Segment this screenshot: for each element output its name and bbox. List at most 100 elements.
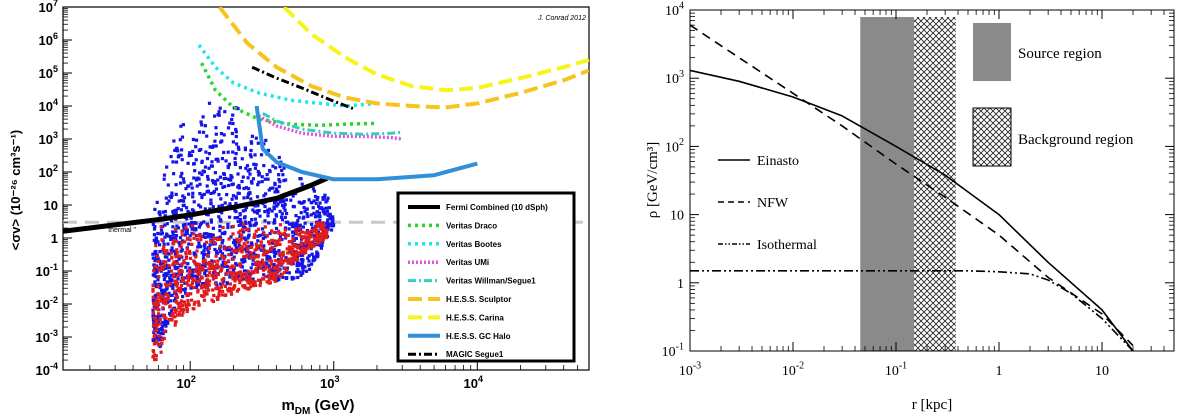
scatter-point	[154, 236, 158, 240]
scatter-point	[168, 234, 173, 239]
series-line-7	[254, 105, 478, 182]
scatter-point	[264, 265, 268, 269]
scatter-point	[242, 186, 246, 191]
scatter-point	[207, 267, 211, 271]
scatter-point	[162, 278, 166, 282]
scatter-point	[152, 353, 157, 357]
scatter-point	[271, 241, 275, 245]
scatter-point	[180, 233, 184, 237]
scatter-point	[154, 285, 158, 289]
scatter-point	[256, 234, 260, 238]
scatter-point	[156, 260, 160, 264]
scatter-point	[277, 155, 281, 160]
scatter-point	[247, 281, 251, 285]
scatter-point	[160, 338, 165, 342]
scatter-point	[151, 289, 155, 293]
scatter-point	[243, 247, 247, 251]
scatter-point	[190, 273, 194, 278]
scatter-point	[219, 268, 223, 272]
scatter-point	[304, 269, 309, 273]
scatter-point	[301, 259, 305, 264]
scatter-point	[177, 153, 181, 158]
scatter-point	[282, 271, 286, 275]
scatter-point	[234, 201, 238, 206]
scatter-point	[179, 254, 183, 258]
scatter-point	[249, 140, 253, 144]
scatter-point	[259, 153, 264, 157]
scatter-point	[250, 218, 254, 222]
scatter-point	[196, 245, 200, 249]
scatter-point	[261, 253, 266, 257]
scatter-point	[280, 204, 285, 208]
scatter-point	[226, 225, 230, 230]
scatter-point	[222, 257, 226, 261]
scatter-point	[153, 225, 157, 229]
scatter-point	[196, 176, 200, 180]
scatter-point	[273, 181, 277, 185]
scatter-point	[186, 262, 190, 266]
scatter-point	[295, 270, 299, 274]
scatter-point	[156, 231, 160, 236]
scatter-point	[178, 181, 183, 185]
scatter-point	[189, 284, 193, 288]
scatter-point	[287, 271, 291, 275]
scatter-point	[314, 226, 318, 230]
scatter-point	[189, 153, 193, 157]
scatter-point	[312, 211, 316, 215]
scatter-point	[313, 258, 317, 262]
scatter-point	[193, 262, 197, 266]
scatter-point	[260, 266, 264, 270]
scatter-point	[158, 318, 162, 322]
scatter-point	[274, 274, 278, 278]
scatter-point	[168, 312, 172, 316]
scatter-point	[268, 273, 272, 277]
scatter-point	[330, 228, 334, 232]
scatter-point	[171, 236, 176, 240]
scatter-point	[236, 219, 240, 223]
scatter-point	[174, 208, 178, 212]
scatter-point	[325, 221, 329, 225]
scatter-point	[208, 279, 212, 283]
scatter-point	[294, 251, 298, 255]
scatter-point	[216, 265, 221, 269]
scatter-point	[182, 307, 186, 311]
scatter-point	[156, 291, 160, 296]
scatter-point	[161, 260, 165, 264]
scatter-point	[188, 234, 192, 238]
scatter-point	[220, 203, 224, 207]
scatter-point	[263, 275, 268, 279]
legend-label-2: Veritas Bootes	[446, 240, 502, 249]
scatter-point	[160, 231, 164, 235]
region-legend: Source region Background region	[972, 23, 1134, 167]
scatter-point	[211, 233, 215, 237]
scatter-point	[310, 233, 314, 237]
scatter-point	[192, 162, 196, 166]
scatter-point	[162, 264, 166, 268]
scatter-point	[246, 169, 250, 173]
scatter-point	[230, 117, 234, 122]
scatter-point	[280, 218, 285, 222]
scatter-point	[174, 320, 178, 324]
scatter-point	[205, 157, 210, 161]
scatter-point	[176, 302, 180, 306]
scatter-point	[269, 262, 273, 266]
scatter-point	[152, 342, 156, 346]
scatter-point	[260, 180, 264, 184]
scatter-point	[174, 299, 178, 304]
scatter-point	[297, 216, 301, 220]
scatter-point	[151, 222, 155, 227]
scatter-point	[208, 145, 212, 149]
scatter-point	[272, 247, 276, 251]
scatter-point	[155, 335, 159, 339]
scatter-point	[171, 242, 175, 246]
scatter-point	[187, 184, 191, 188]
scatter-point	[294, 227, 298, 231]
scatter-point	[306, 240, 310, 244]
scatter-point	[163, 209, 167, 214]
scatter-point	[187, 222, 191, 226]
scatter-point	[290, 250, 294, 254]
scatter-point	[242, 255, 246, 259]
scatter-point	[283, 203, 287, 207]
scatter-point	[262, 277, 266, 281]
scatter-point	[218, 224, 222, 228]
